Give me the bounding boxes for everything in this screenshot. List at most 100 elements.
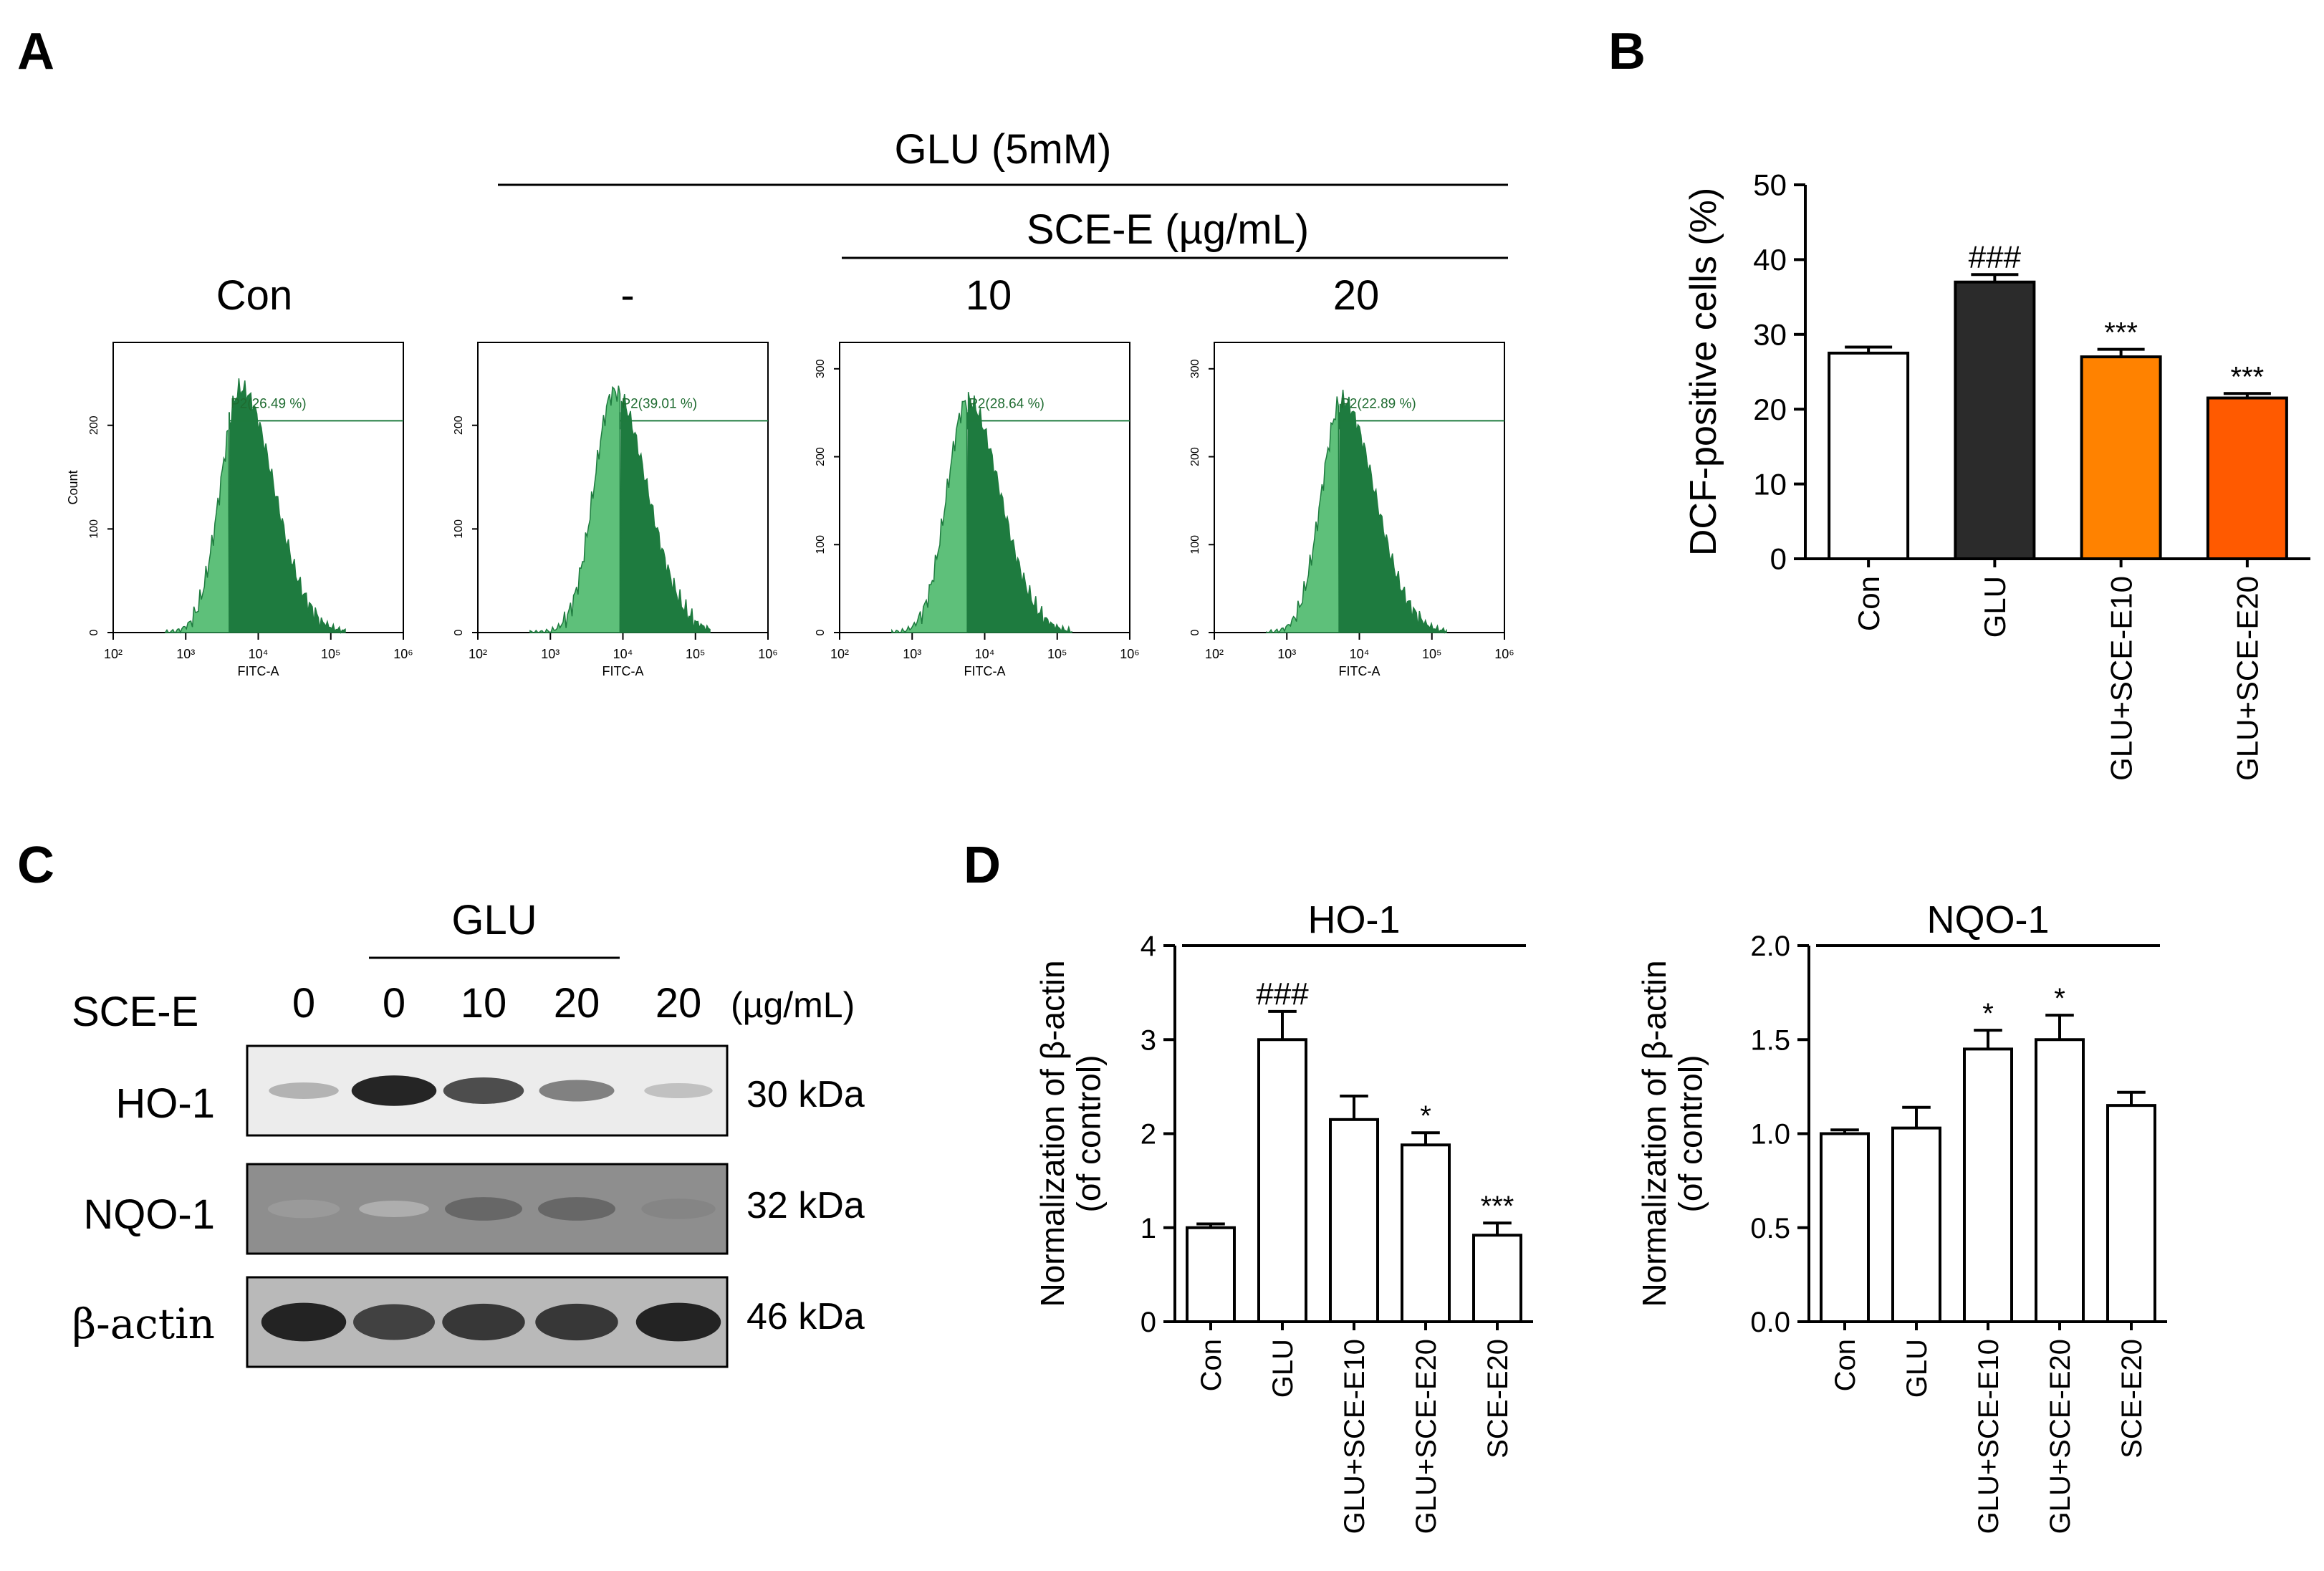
y-tick-label: 0 xyxy=(815,629,827,635)
western-dose-1: 0 xyxy=(383,980,405,1027)
gate-label: P2(39.01 %) xyxy=(621,396,697,411)
x-tick-label: 10⁶ xyxy=(393,647,413,661)
histogram-negative-area xyxy=(165,428,230,634)
y-tick-label: 1 xyxy=(1141,1213,1156,1244)
x-tick-label: 10⁶ xyxy=(1494,647,1514,661)
condition-glu: - xyxy=(620,272,634,319)
blot-band xyxy=(351,1075,437,1106)
x-tick-label: GLU+SCE-E20 xyxy=(1411,1339,1442,1534)
x-tick-label: GLU+SCE-E20 xyxy=(2045,1339,2076,1534)
y-tick-label: 200 xyxy=(1189,447,1201,466)
x-tick-label: 10⁵ xyxy=(1422,647,1441,661)
y-axis-label-2: (of control) xyxy=(1672,1055,1709,1213)
bar-1 xyxy=(1257,1038,1307,1323)
western-dose-4: 20 xyxy=(656,980,702,1027)
y-axis-label: Normalization of β-actin xyxy=(1034,960,1071,1307)
blot-band xyxy=(359,1201,429,1217)
y-tick-label: 200 xyxy=(453,415,465,435)
y-axis-label: Count xyxy=(66,470,80,504)
western-blots xyxy=(246,1044,729,1368)
blot-kda-ho1: 30 kDa xyxy=(746,1074,865,1115)
significance-mark: *** xyxy=(2231,361,2265,393)
x-tick-label: SCE-E20 xyxy=(1482,1339,1514,1459)
x-axis-label: FITC-A xyxy=(602,664,644,678)
y-tick-label: 0 xyxy=(1189,629,1201,635)
blot-band xyxy=(267,1199,340,1219)
x-tick-label: SCE-E20 xyxy=(2116,1339,2148,1459)
x-tick-label: 10⁵ xyxy=(686,647,705,661)
flow-cytometry-histograms: 10² 10³ 10⁴ 10⁵ 10⁶ FITC-A 0 100 200 Count P2(26.4… xyxy=(66,342,1514,678)
blot-1 xyxy=(246,1163,729,1255)
x-tick-label: 10³ xyxy=(903,647,921,661)
bar-1 xyxy=(1891,1126,1941,1323)
flow-histogram-2: 10² 10³ 10⁴ 10⁵ 10⁶ FITC-A 0 100 200 300 P2(28.64 … xyxy=(815,342,1140,678)
x-tick-label: 10³ xyxy=(1277,647,1296,661)
blot-band xyxy=(535,1303,618,1341)
bar-3 xyxy=(2206,396,2288,560)
y-tick-label: 50 xyxy=(1753,168,1787,202)
blot-band xyxy=(442,1303,525,1341)
histogram-positive-area xyxy=(619,393,711,633)
chart-title: HO-1 xyxy=(1307,898,1400,941)
y-tick-label: 100 xyxy=(88,519,100,539)
bar-0 xyxy=(1828,351,1910,560)
y-tick-label: 10 xyxy=(1753,467,1787,501)
blot-label-nqo1: NQO-1 xyxy=(83,1191,215,1238)
bar-1 xyxy=(1954,280,2036,560)
blot-band xyxy=(538,1197,615,1221)
gate-label: P2(28.64 %) xyxy=(969,396,1045,411)
bar-2 xyxy=(1329,1118,1379,1323)
blot-band xyxy=(261,1302,347,1342)
panel-label-c: C xyxy=(17,837,54,894)
blot-band xyxy=(269,1082,339,1099)
x-tick-label: 10⁴ xyxy=(613,647,633,661)
histogram-positive-area xyxy=(966,391,1072,633)
significance-mark: *** xyxy=(1481,1191,1514,1222)
y-axis-label-2: (of control) xyxy=(1070,1055,1108,1213)
y-axis-label: Normalization of β-actin xyxy=(1636,960,1673,1307)
western-unit: (µg/mL) xyxy=(731,985,855,1025)
condition-con: Con xyxy=(216,272,292,319)
y-tick-label: 100 xyxy=(1189,535,1201,554)
western-glu-label: GLU xyxy=(451,897,537,943)
gate-label: P2(26.49 %) xyxy=(231,396,307,411)
y-tick-label: 0.0 xyxy=(1750,1307,1790,1338)
y-tick-label: 1.5 xyxy=(1750,1024,1790,1056)
bar-2 xyxy=(2080,355,2162,560)
y-tick-label: 300 xyxy=(815,359,827,378)
blot-band xyxy=(641,1198,716,1219)
blot-band xyxy=(445,1197,522,1221)
western-dose-2: 10 xyxy=(461,980,507,1027)
y-tick-label: 20 xyxy=(1753,393,1787,426)
x-tick-label: 10² xyxy=(104,647,123,661)
histogram-negative-area xyxy=(891,399,968,633)
glu-header: GLU (5mM) xyxy=(895,126,1112,173)
y-tick-label: 300 xyxy=(1189,359,1201,378)
x-tick-label: 10² xyxy=(469,647,487,661)
blot-band xyxy=(443,1077,524,1104)
y-tick-label: 0 xyxy=(1141,1307,1156,1338)
y-tick-label: 40 xyxy=(1753,243,1787,277)
histogram-positive-area xyxy=(1338,389,1447,634)
histogram-negative-area xyxy=(1266,396,1340,634)
y-tick-label: 100 xyxy=(453,519,465,539)
gate-label: P2(22.89 %) xyxy=(1340,396,1416,411)
flow-histogram-0: 10² 10³ 10⁴ 10⁵ 10⁶ FITC-A 0 100 200 Count P2(26.4… xyxy=(66,342,413,678)
x-tick-label: GLU xyxy=(1267,1339,1299,1398)
x-tick-label: GLU+SCE-E20 xyxy=(2231,576,2265,781)
x-tick-label: GLU xyxy=(1978,576,2012,638)
y-tick-label: 1.0 xyxy=(1750,1119,1790,1150)
x-tick-label: 10⁵ xyxy=(321,647,340,661)
blot-band xyxy=(353,1304,435,1340)
x-tick-label: Con xyxy=(1830,1339,1861,1391)
y-tick-label: 200 xyxy=(88,415,100,435)
x-tick-label: 10² xyxy=(830,647,849,661)
blot-0 xyxy=(246,1044,729,1137)
chart-d-nqo1: 0.0 0.5 1.0 1.5 2.0 Normalization of β-actin(… xyxy=(1636,898,2167,1534)
x-tick-label: Con xyxy=(1196,1339,1227,1391)
panel-label-a: A xyxy=(17,23,54,80)
x-tick-label: 10⁴ xyxy=(975,647,995,661)
western-dose-0: 0 xyxy=(292,980,315,1027)
blot-label-bactin: β-actin xyxy=(72,1299,215,1348)
